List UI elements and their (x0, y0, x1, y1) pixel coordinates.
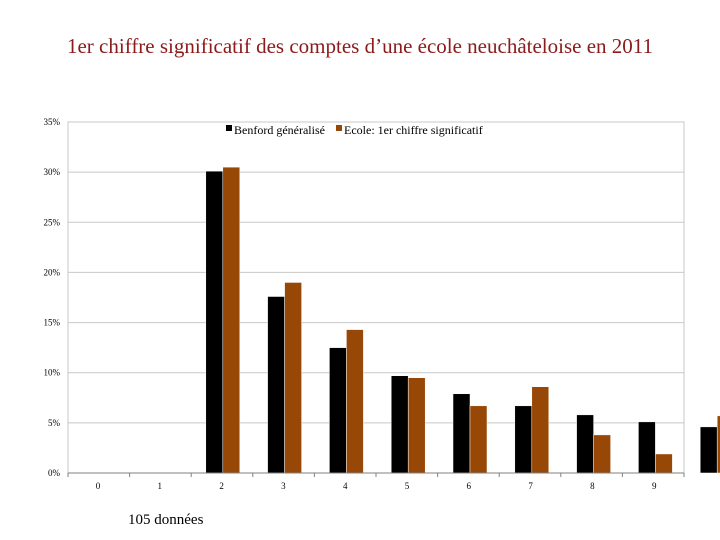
x-tick-label: 4 (343, 481, 348, 491)
bar-ecole-2 (284, 282, 302, 474)
y-tick-label: 30% (44, 167, 61, 177)
bar-ecole-9 (716, 415, 720, 474)
x-tick-label: 7 (528, 481, 533, 491)
bar-benford-4 (390, 375, 409, 474)
y-tick-label: 0% (48, 468, 61, 478)
bars (205, 166, 720, 474)
x-tick-label: 3 (281, 481, 286, 491)
chart-title: 1er chiffre significatif des comptes d’u… (66, 34, 654, 58)
x-tick-label: 2 (219, 481, 224, 491)
bar-ecole-8 (655, 453, 673, 474)
bar-ecole-6 (531, 386, 550, 474)
x-tick-label: 5 (405, 481, 410, 491)
bar-benford-2 (267, 296, 285, 474)
x-tick-label: 1 (158, 481, 163, 491)
y-tick-label: 5% (48, 418, 61, 428)
bar-benford-5 (452, 393, 471, 474)
y-tick-label: 15% (44, 318, 61, 328)
legend-label-benford: Benford généralisé (234, 123, 325, 137)
x-tick-label: 0 (96, 481, 101, 491)
y-tick-label: 35% (44, 117, 61, 127)
x-tick-label: 8 (590, 481, 595, 491)
bar-ecole-1 (222, 166, 241, 474)
bar-benford-6 (514, 405, 533, 474)
bar-benford-7 (576, 414, 594, 474)
bar-benford-8 (638, 421, 656, 474)
y-tick-label: 20% (44, 267, 61, 277)
bar-benford-9 (699, 426, 718, 474)
legend: Benford généralisé Ecole: 1er chiffre sig… (226, 123, 483, 137)
legend-swatch-benford (226, 125, 232, 131)
y-tick-label: 10% (44, 368, 61, 378)
axes: 0% 5% 10% 15% 20% 25% 30% 35% 0 1 2 3 4 5 6 7 8 9 (44, 117, 685, 491)
bar-ecole-3 (346, 329, 364, 474)
y-tick-label: 25% (44, 217, 61, 227)
bar-ecole-4 (407, 377, 426, 474)
bar-benford-3 (329, 347, 347, 474)
bar-ecole-5 (469, 405, 488, 474)
x-tick-label: 6 (467, 481, 472, 491)
x-tick-label: 9 (652, 481, 657, 491)
data-count-note: 105 données (128, 512, 204, 528)
legend-swatch-ecole (336, 125, 342, 131)
legend-label-ecole: Ecole: 1er chiffre significatif (344, 123, 483, 137)
bar-ecole-7 (593, 434, 611, 474)
bar-benford-1 (205, 170, 224, 474)
